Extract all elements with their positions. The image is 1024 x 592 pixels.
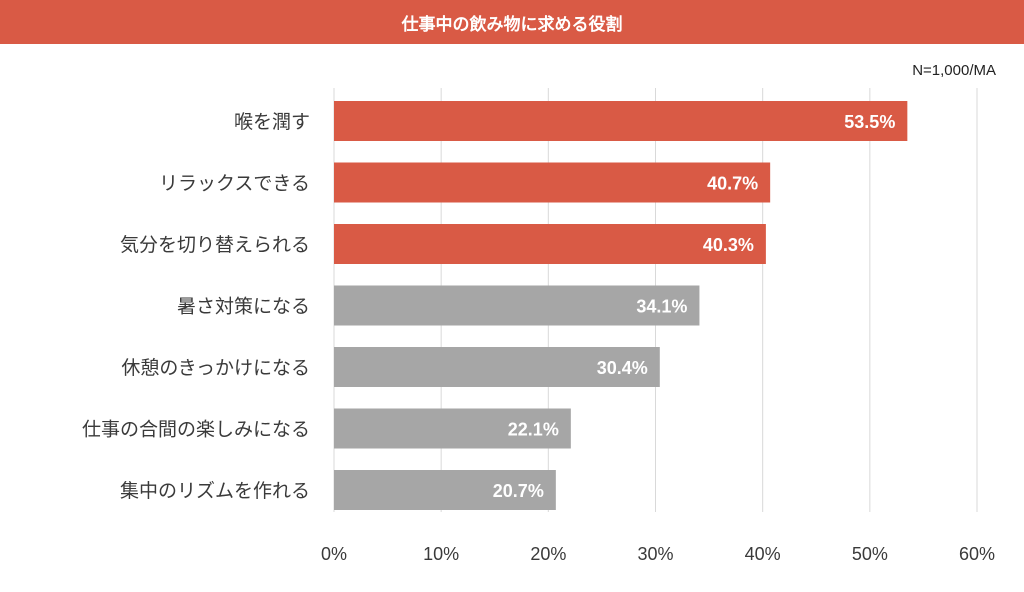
bar [334,408,571,449]
bar [334,101,908,141]
x-tick-label: 30% [637,544,673,564]
value-label: 30.4% [597,358,648,378]
category-label: リラックスできる [159,173,310,195]
category-label: 集中のリズムを作れる [120,480,310,502]
category-label: 気分を切り替えられる [120,234,310,256]
category-label: 休憩のきっかけになる [121,357,310,379]
value-label: 20.7% [493,481,544,501]
x-tick-label: 60% [959,544,995,564]
bar [334,347,660,387]
x-tick-label: 20% [530,544,566,564]
category-label: 暑さ対策になる [177,296,310,318]
bar [334,285,700,326]
value-label: 40.7% [707,174,758,194]
category-label: 仕事の合間の楽しみになる [82,419,310,441]
x-tick-label: 0% [321,544,347,564]
category-label: 喉を潤す [234,111,310,133]
x-tick-label: 50% [852,544,888,564]
value-label: 40.3% [703,235,754,255]
bar [334,224,766,264]
value-label: 53.5% [844,112,895,132]
x-tick-label: 10% [423,544,459,564]
chart-title-bar: 仕事中の飲み物に求める役割 [0,0,1024,44]
x-tick-label: 40% [745,544,781,564]
value-label: 22.1% [508,420,559,440]
value-label: 34.1% [636,297,687,317]
bar [334,162,771,203]
chart-title: 仕事中の飲み物に求める役割 [401,14,623,35]
sample-size-note: N=1,000/MA [912,62,996,79]
bar [334,470,556,510]
